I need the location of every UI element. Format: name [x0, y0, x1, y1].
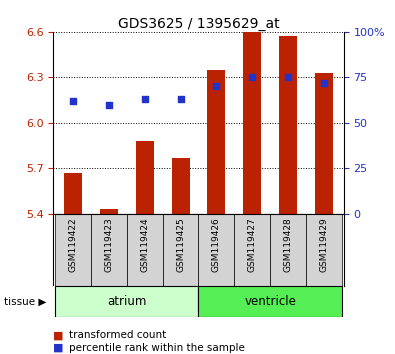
Bar — [171, 158, 190, 213]
Bar — [306, 213, 342, 286]
Bar — [207, 70, 226, 213]
Text: GSM119427: GSM119427 — [248, 217, 257, 272]
Bar — [91, 213, 127, 286]
Text: percentile rank within the sample: percentile rank within the sample — [69, 343, 245, 353]
Bar — [136, 141, 154, 213]
Text: GSM119429: GSM119429 — [320, 217, 328, 272]
Text: ■: ■ — [53, 330, 64, 340]
Text: tissue ▶: tissue ▶ — [4, 297, 46, 307]
Point — [249, 74, 256, 80]
Bar — [234, 213, 270, 286]
Point — [141, 96, 148, 102]
Bar — [64, 173, 82, 213]
Text: GSM119425: GSM119425 — [176, 217, 185, 272]
Bar — [199, 213, 234, 286]
Text: GSM119426: GSM119426 — [212, 217, 221, 272]
Point — [213, 84, 220, 89]
Bar — [100, 209, 118, 213]
Title: GDS3625 / 1395629_at: GDS3625 / 1395629_at — [118, 17, 279, 31]
Text: ventricle: ventricle — [244, 295, 296, 308]
Bar — [199, 286, 342, 316]
Bar — [55, 213, 91, 286]
Bar — [315, 73, 333, 213]
Text: GSM119428: GSM119428 — [284, 217, 293, 272]
Bar — [243, 32, 261, 213]
Point — [106, 102, 112, 107]
Text: ■: ■ — [53, 343, 64, 353]
Point — [285, 74, 291, 80]
Text: GSM119423: GSM119423 — [104, 217, 113, 272]
Bar — [270, 213, 306, 286]
Bar — [55, 286, 199, 316]
Text: transformed count: transformed count — [69, 330, 166, 340]
Bar — [279, 36, 297, 213]
Text: GSM119422: GSM119422 — [69, 217, 77, 272]
Bar — [127, 213, 163, 286]
Text: atrium: atrium — [107, 295, 147, 308]
Point — [70, 98, 76, 104]
Bar — [163, 213, 199, 286]
Point — [177, 96, 184, 102]
Text: GSM119424: GSM119424 — [140, 217, 149, 272]
Point — [321, 80, 327, 86]
